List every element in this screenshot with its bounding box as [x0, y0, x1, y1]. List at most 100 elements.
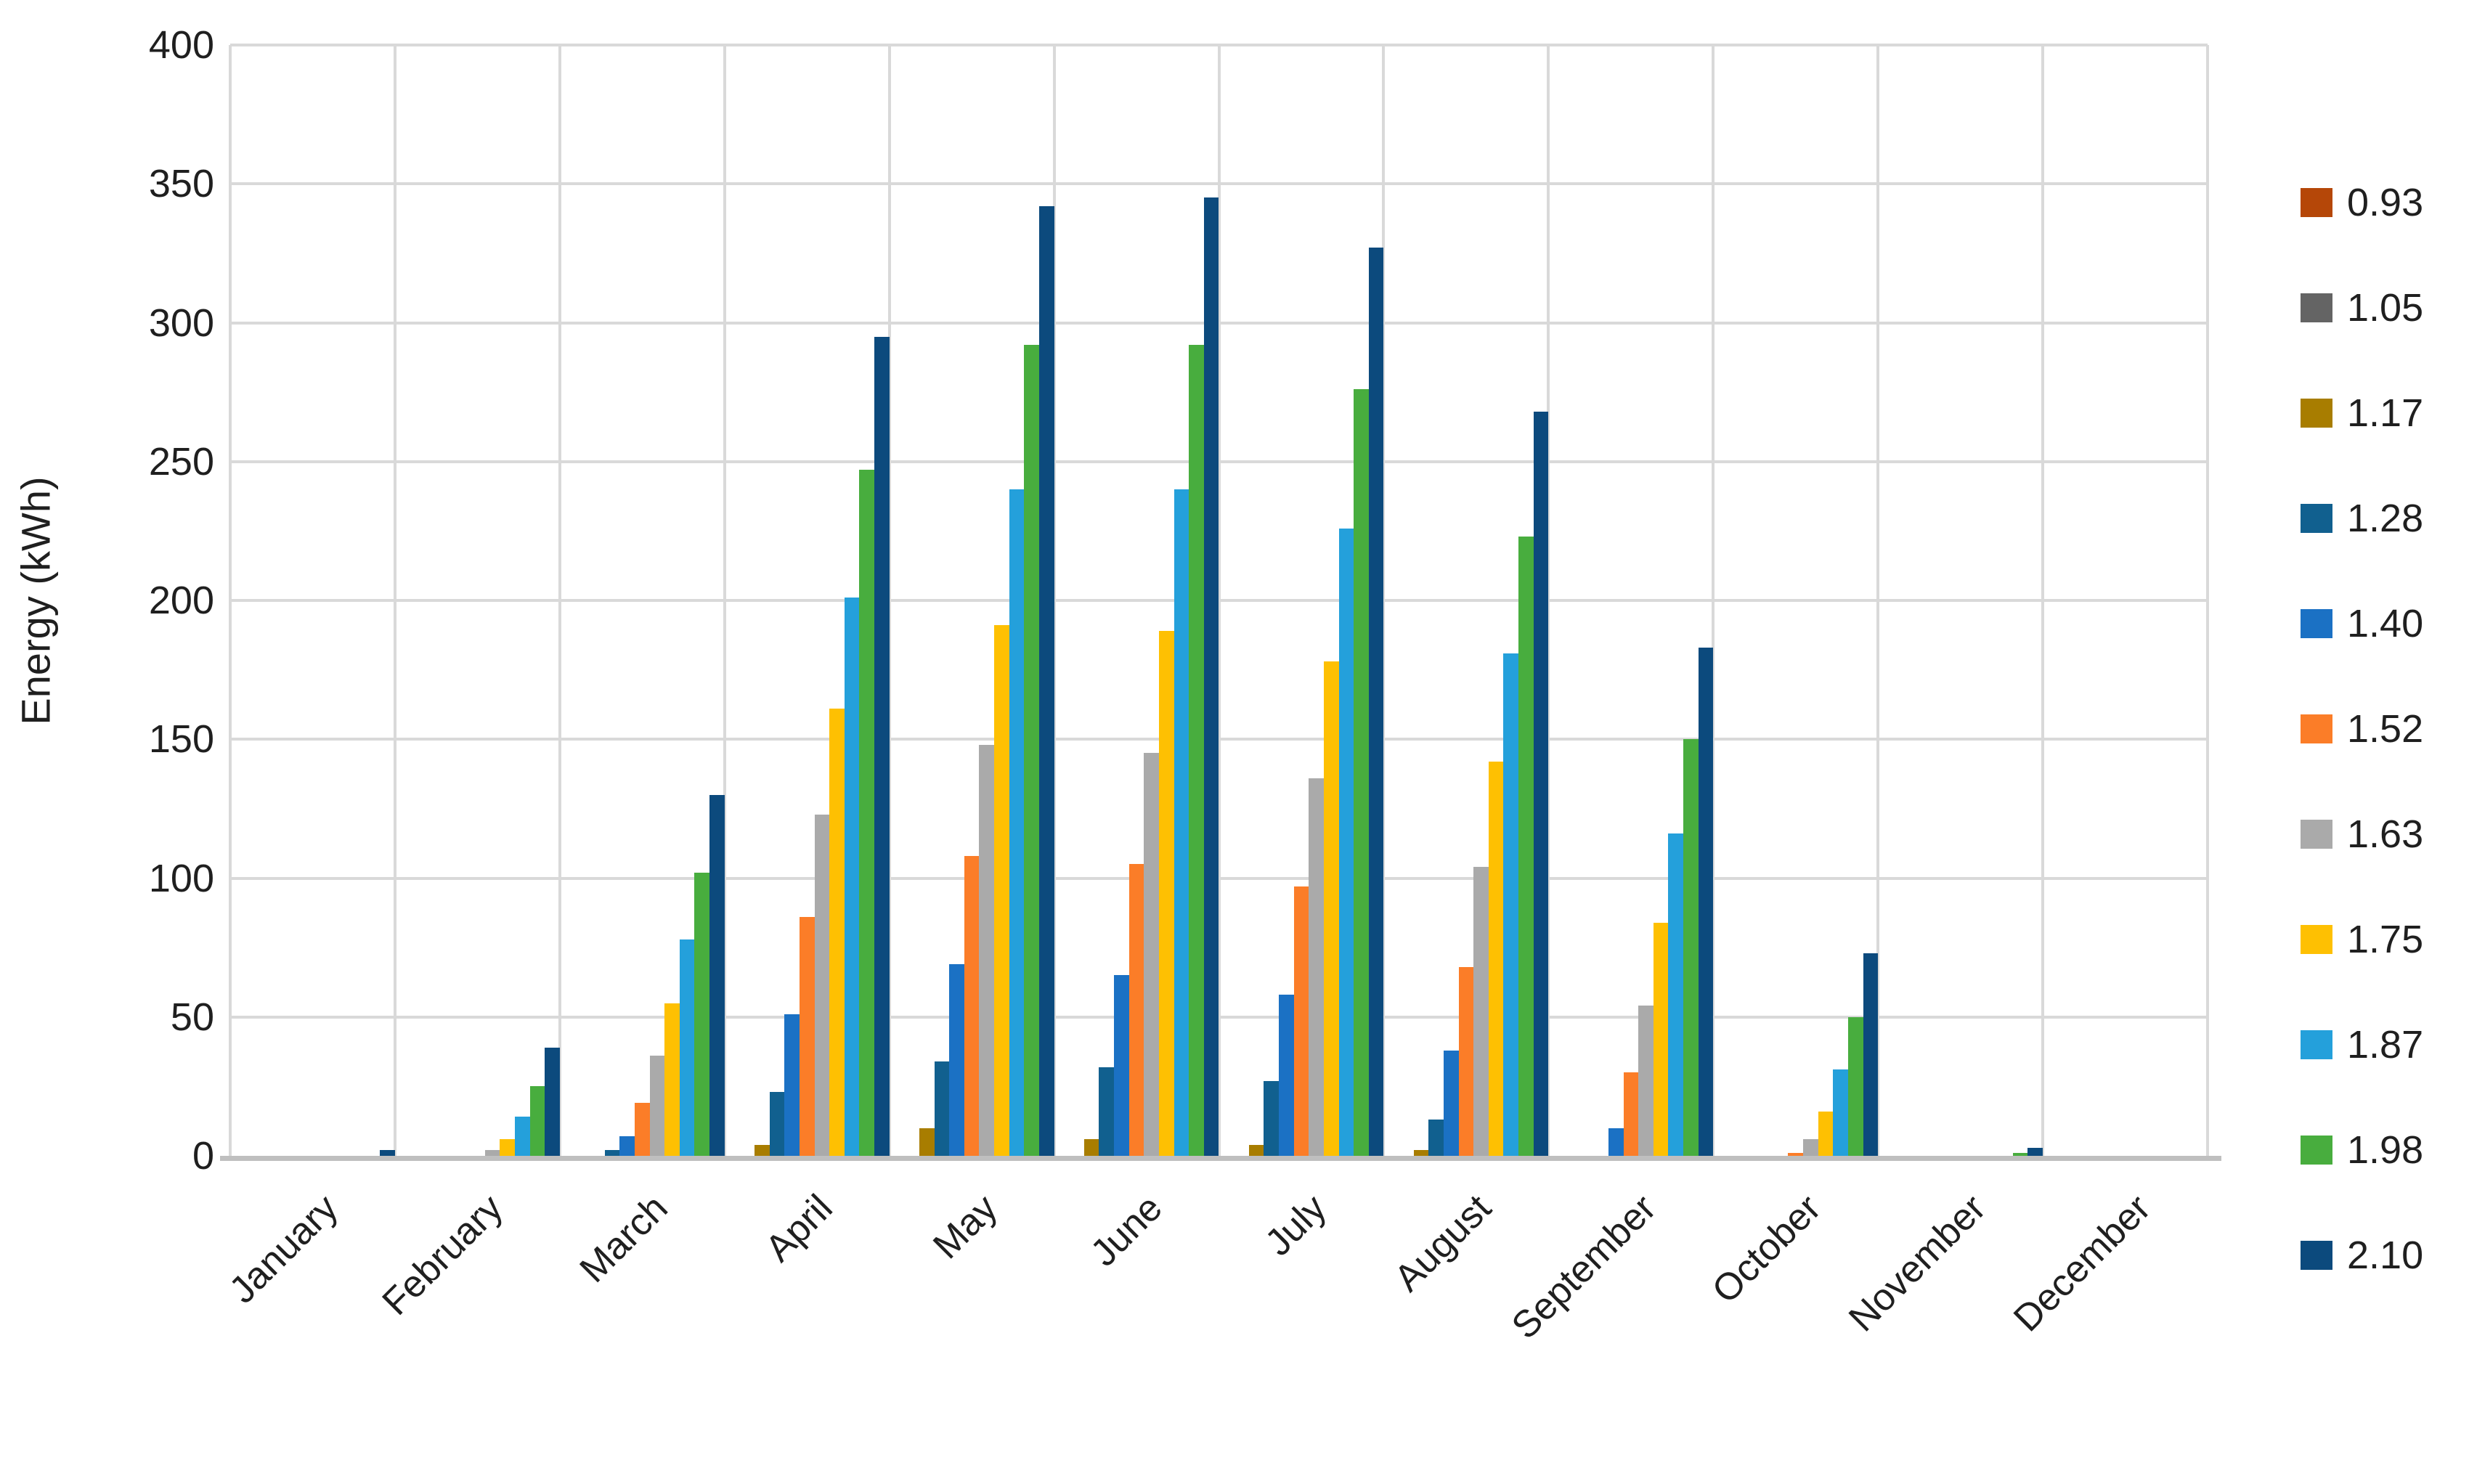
x-axis-label-february: February [374, 1186, 511, 1324]
bar-may-1.98 [1024, 345, 1039, 1156]
bar-june-1.87 [1174, 489, 1189, 1156]
gridline-x-6 [1217, 45, 1221, 1156]
x-axis-label-january: January [221, 1186, 346, 1312]
y-axis-title: Energy (kWh) [0, 45, 76, 1156]
bar-september-1.87 [1668, 833, 1683, 1156]
bar-march-1.98 [694, 872, 710, 1156]
bar-may-1.87 [1009, 489, 1025, 1156]
legend-swatch-0.93 [2301, 188, 2332, 217]
legend-label-1.52: 1.52 [2347, 707, 2424, 751]
legend-item-1.28: 1.28 [2301, 496, 2423, 541]
legend-item-1.05: 1.05 [2301, 285, 2423, 330]
gridline-x-1 [393, 45, 396, 1156]
legend-swatch-1.40 [2301, 609, 2332, 638]
bar-september-1.63 [1638, 1006, 1654, 1156]
legend-label-1.75: 1.75 [2347, 918, 2424, 961]
legend-label-1.63: 1.63 [2347, 812, 2424, 856]
legend-swatch-1.98 [2301, 1136, 2332, 1165]
bar-july-1.87 [1338, 528, 1354, 1156]
bar-april-1.28 [769, 1092, 785, 1156]
gridline-x-5 [1052, 45, 1056, 1156]
bar-group-may [890, 45, 1054, 1156]
bar-may-1.63 [979, 744, 995, 1156]
bar-march-1.63 [649, 1056, 665, 1156]
legend-label-1.17: 1.17 [2347, 391, 2424, 435]
bar-june-1.52 [1128, 864, 1144, 1156]
bar-april-1.87 [844, 598, 860, 1156]
bar-group-april [725, 45, 890, 1156]
bar-october-1.75 [1818, 1111, 1834, 1156]
bar-march-1.28 [604, 1150, 620, 1156]
bar-september-1.98 [1683, 739, 1699, 1156]
bar-april-1.17 [754, 1144, 770, 1156]
bar-group-february [395, 45, 560, 1156]
bar-july-1.75 [1323, 661, 1339, 1156]
bar-group-march [560, 45, 725, 1156]
x-axis-line [220, 1156, 2221, 1161]
y-tick-label-250: 250 [148, 439, 214, 484]
bar-march-2.10 [709, 794, 725, 1156]
legend-item-1.52: 1.52 [2301, 706, 2423, 751]
bar-july-1.63 [1309, 778, 1324, 1156]
gridline-x-8 [1547, 45, 1550, 1156]
bar-group-january [230, 45, 395, 1156]
bar-september-1.75 [1653, 922, 1669, 1156]
bar-may-1.75 [994, 625, 1009, 1156]
x-axis-label-october: October [1704, 1186, 1829, 1312]
bar-january-2.10 [380, 1150, 395, 1156]
gridline-x-4 [887, 45, 891, 1156]
gridline-x-0 [229, 45, 232, 1156]
bar-groups [230, 45, 2208, 1156]
bar-july-1.28 [1264, 1080, 1280, 1156]
bar-june-1.75 [1158, 631, 1174, 1156]
bar-march-1.40 [619, 1136, 635, 1156]
bar-april-2.10 [874, 336, 890, 1156]
bar-september-1.40 [1608, 1128, 1624, 1156]
bar-october-1.87 [1833, 1069, 1848, 1156]
x-axis-label-march: March [572, 1186, 676, 1291]
x-axis-label-june: June [1082, 1186, 1171, 1275]
bar-chart: Energy (kWh) 0 50 100 150 200 250 300 350 400 Ja… [0, 23, 2424, 1348]
legend-item-1.75: 1.75 [2301, 917, 2423, 962]
bar-february-1.63 [484, 1150, 500, 1156]
legend-item-1.17: 1.17 [2301, 391, 2423, 436]
bar-july-1.98 [1354, 389, 1369, 1156]
y-tick-label-350: 350 [148, 162, 214, 206]
gridline-x-9 [1712, 45, 1715, 1156]
legend-swatch-1.52 [2301, 714, 2332, 743]
bar-march-1.75 [664, 1003, 680, 1156]
bar-august-1.40 [1443, 1050, 1459, 1156]
y-axis-title-text: Energy (kWh) [12, 476, 59, 725]
legend-swatch-1.17 [2301, 399, 2332, 428]
y-tick-label-400: 400 [148, 23, 214, 67]
bar-june-1.98 [1189, 345, 1204, 1156]
x-axis-label-august: August [1386, 1186, 1500, 1300]
bar-august-1.17 [1413, 1150, 1429, 1156]
bar-october-2.10 [1863, 953, 1879, 1156]
legend-label-1.40: 1.40 [2347, 602, 2424, 645]
gridline-x-2 [558, 45, 561, 1156]
y-tick-label-150: 150 [148, 717, 214, 762]
x-axis-label-november: November [1841, 1186, 1994, 1340]
bar-group-november [1878, 45, 2043, 1156]
legend-label-1.05: 1.05 [2347, 286, 2424, 330]
bar-april-1.40 [784, 1014, 800, 1156]
legend-item-1.98: 1.98 [2301, 1128, 2423, 1173]
bar-february-1.75 [500, 1139, 515, 1156]
bar-june-1.28 [1099, 1067, 1115, 1156]
legend-swatch-1.75 [2301, 925, 2332, 954]
bar-april-1.98 [859, 470, 875, 1156]
legend-label-1.28: 1.28 [2347, 497, 2424, 540]
bar-august-1.87 [1503, 653, 1519, 1156]
bar-group-august [1383, 45, 1549, 1156]
x-axis-label-december: December [2006, 1186, 2159, 1340]
bar-february-2.10 [545, 1047, 560, 1156]
bar-october-1.63 [1803, 1139, 1818, 1156]
x-axis-label-september: September [1504, 1186, 1665, 1348]
bar-march-1.52 [634, 1103, 650, 1156]
gridline-x-10 [1876, 45, 1880, 1156]
bar-group-june [1054, 45, 1219, 1156]
bar-august-1.75 [1488, 761, 1504, 1156]
bar-november-1.98 [2012, 1153, 2028, 1156]
legend-swatch-1.28 [2301, 504, 2332, 533]
